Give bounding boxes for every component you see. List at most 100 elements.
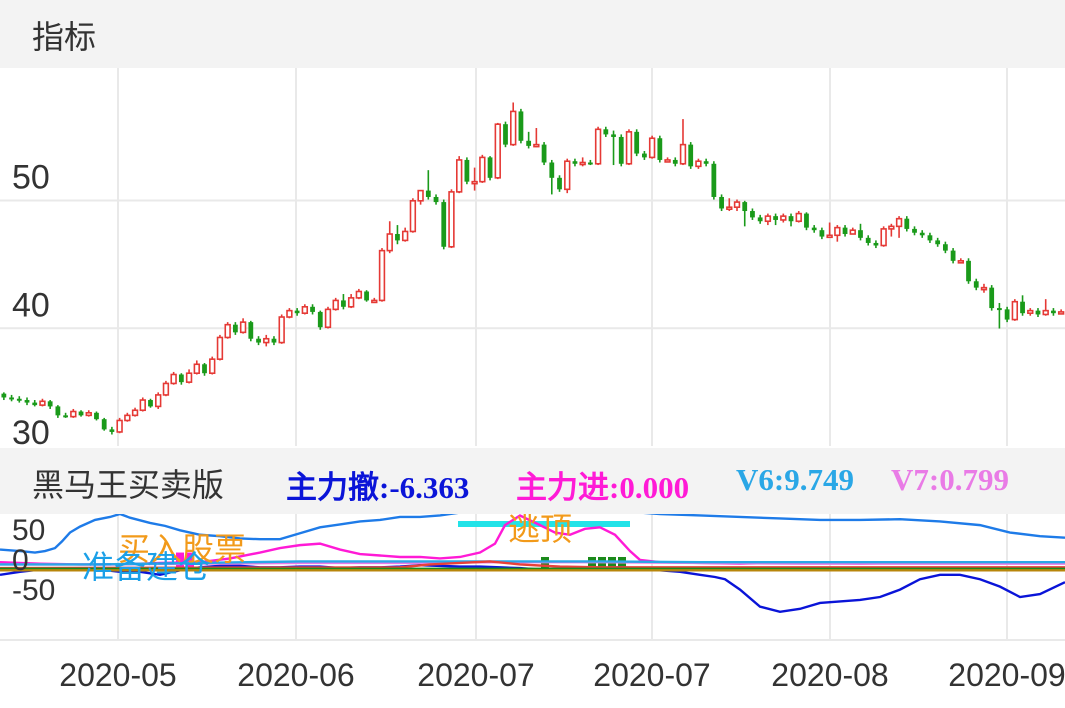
candle-body-up: [301, 306, 309, 314]
candle-body-up: [695, 160, 702, 168]
candle-body-up: [780, 215, 787, 221]
candle-body-up: [895, 217, 903, 228]
candle-body-up: [1011, 300, 1019, 321]
candle-body-down: [750, 211, 755, 218]
candle-body-up: [224, 323, 231, 339]
candle-body-up: [193, 363, 200, 375]
signal-bar: [541, 556, 549, 571]
candle-body-down: [927, 235, 933, 241]
candle-body-up: [764, 215, 772, 223]
indicator-annotation: 准备建仓: [82, 548, 210, 586]
candle-body-up: [510, 110, 517, 146]
candle-body-up: [579, 161, 586, 166]
candle-body-up: [533, 143, 540, 148]
ind-y-tick-label: 50: [12, 514, 45, 547]
candle-body-down: [24, 400, 30, 403]
candle-body-up: [278, 316, 285, 344]
candle-body-down: [109, 429, 115, 432]
candle-body-down: [364, 291, 369, 301]
candle-body-down: [997, 308, 1002, 311]
candle-body-down: [1035, 310, 1041, 315]
indicator-series-line: [0, 560, 1065, 570]
candle-body-down: [148, 400, 153, 407]
candle-body-up: [263, 337, 270, 344]
candle-body-down: [611, 134, 616, 137]
candle-body-up: [625, 131, 633, 165]
candle-body-up: [834, 226, 841, 237]
signal-bar: [598, 556, 606, 571]
candle-body-down: [719, 196, 724, 209]
signal-bar: [618, 556, 626, 571]
candle-body-up: [170, 373, 177, 385]
candle-body-down: [942, 244, 948, 251]
candle-body-up: [564, 160, 571, 191]
candle-body-down: [865, 237, 871, 243]
candle-body-up: [880, 228, 887, 247]
candle-body-down: [773, 216, 778, 220]
price-y-tick-label: 30: [12, 414, 50, 452]
candle-body-up: [726, 206, 733, 210]
candle-body-up: [139, 399, 146, 412]
candle-body-down: [178, 374, 184, 383]
ind-y-tick-label: -50: [12, 574, 55, 607]
candle-body-up: [401, 230, 409, 242]
candle-body-down: [703, 161, 709, 164]
candle-body-up: [733, 201, 741, 208]
candle-body-down: [395, 234, 400, 241]
candle-body-down: [634, 131, 640, 154]
candle-body-down: [811, 227, 817, 231]
candle-body-up: [70, 410, 77, 418]
candle-body-up: [286, 309, 293, 318]
page-title: 指标: [32, 19, 97, 55]
indicator-bar: 黑马王买卖版 主力撤:-6.363 主力进:0.000 V6:9.749 V7:…: [0, 448, 1065, 514]
candle-body-up: [209, 358, 216, 375]
candle-body-down: [904, 218, 910, 229]
price-y-tick-label: 40: [12, 286, 50, 324]
candle-body-up: [386, 233, 393, 252]
signal-bar: [588, 556, 596, 571]
x-tick-label: 2020-09: [948, 657, 1065, 693]
candle-body-up: [417, 189, 424, 202]
candle-body-down: [935, 240, 941, 245]
candle-body-down: [572, 161, 578, 164]
candle-body-up: [679, 143, 687, 165]
indicator-value-main-enter: 主力进:0.000: [516, 470, 690, 505]
candle-body-down: [557, 177, 562, 190]
candle-body-down: [441, 202, 447, 247]
candle-body-up: [664, 159, 671, 163]
x-tick-label: 2020-07: [593, 657, 710, 693]
candle-body-up: [85, 411, 92, 417]
candle-body-up: [239, 321, 247, 334]
candle-body-up: [1027, 309, 1034, 314]
candle-body-down: [32, 402, 38, 406]
candle-body-down: [317, 311, 323, 328]
candle-body-down: [9, 397, 14, 400]
candle-body-up: [185, 372, 193, 383]
candle-body-up: [162, 382, 170, 396]
candle-body-up: [849, 229, 856, 235]
candle-body-up: [332, 299, 339, 311]
x-tick-label: 2020-06: [237, 657, 354, 693]
candle-body-up: [355, 290, 363, 299]
candle-body-up: [409, 200, 417, 233]
indicator-value-v7: V7:0.799: [891, 462, 1009, 497]
candle-body-down: [1051, 310, 1056, 314]
candle-body-up: [888, 225, 895, 230]
candle-body-down: [341, 300, 346, 307]
candle-body-down: [464, 159, 470, 182]
signal-bar: [608, 556, 616, 571]
candle-body-up: [648, 137, 656, 159]
indicator-series-line: [0, 505, 1065, 554]
candle-body-down: [973, 281, 979, 288]
header-bar: 指标: [0, 0, 1065, 68]
candle-body-down: [603, 129, 609, 135]
candle-body-down: [55, 406, 61, 416]
candle-body-down: [672, 159, 678, 164]
candle-body-up: [155, 394, 162, 408]
candle-body-up: [826, 234, 833, 239]
candle-body-down: [202, 364, 207, 374]
candle-body-down: [248, 322, 254, 339]
candle-body-down: [1004, 309, 1010, 320]
candle-body-up: [594, 128, 602, 165]
